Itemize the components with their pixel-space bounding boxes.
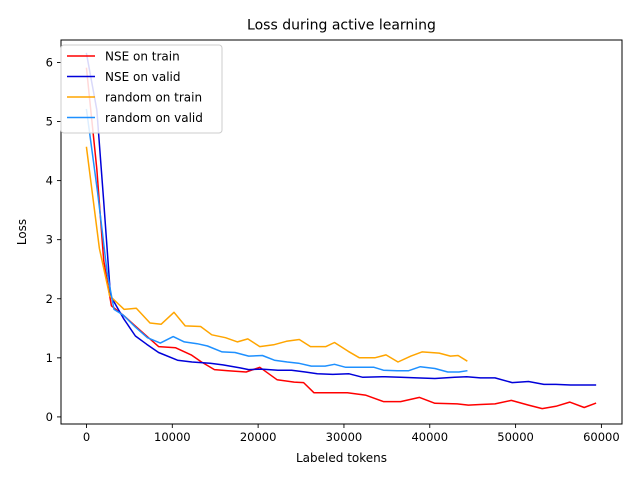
y-axis-ticks: 0 1 2 3 4 5 6	[46, 55, 61, 424]
y-tick-label: 0	[46, 410, 53, 424]
legend-label: random on train	[105, 91, 202, 105]
y-axis-label: Loss	[15, 219, 29, 245]
series-line-2	[85, 146, 468, 363]
x-tick-label: 0	[83, 430, 90, 444]
series-line-3	[85, 108, 468, 373]
legend-label: random on valid	[105, 111, 203, 125]
plot-frame	[60, 39, 623, 425]
x-tick-label: 60000	[583, 430, 620, 444]
series-line-1	[85, 52, 597, 386]
y-tick-label: 4	[46, 174, 53, 188]
x-tick-label: 40000	[411, 430, 448, 444]
y-tick-label: 5	[46, 115, 53, 129]
x-tick-label: 10000	[154, 430, 191, 444]
y-tick-label: 6	[46, 55, 53, 69]
y-tick-label: 3	[46, 233, 53, 247]
y-tick-label: 1	[46, 351, 53, 365]
legend-box	[60, 44, 223, 134]
series-lines	[85, 52, 597, 410]
legend-label: NSE on valid	[105, 70, 181, 84]
x-axis-ticks: 0 10000 20000 30000 40000 50000 60000	[83, 424, 620, 444]
legend: NSE on train NSE on valid random on train r…	[60, 44, 223, 134]
legend-label: NSE on train	[105, 50, 180, 64]
chart-title: Loss during active learning	[247, 18, 436, 34]
y-tick-label: 2	[46, 292, 53, 306]
x-tick-label: 20000	[240, 430, 277, 444]
x-tick-label: 50000	[497, 430, 534, 444]
x-axis-label: Labeled tokens	[296, 451, 387, 465]
x-tick-label: 30000	[326, 430, 363, 444]
